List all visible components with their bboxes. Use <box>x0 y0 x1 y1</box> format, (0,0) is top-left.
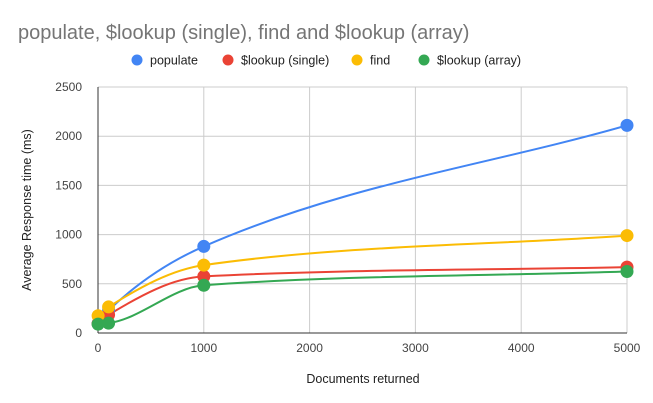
data-point-2 <box>620 229 634 243</box>
data-point-3 <box>620 265 634 278</box>
legend-label: find <box>370 54 390 68</box>
x-tick-label: 5000 <box>614 341 641 355</box>
legend-marker <box>131 54 143 66</box>
data-point-2 <box>102 300 116 314</box>
data-point-3 <box>102 316 116 330</box>
legend-marker <box>418 54 430 66</box>
series-line-2 <box>97 234 628 317</box>
data-points <box>91 118 634 331</box>
legend-marker <box>351 54 363 66</box>
y-tick-label: 2000 <box>55 129 82 143</box>
y-tick-label: 0 <box>75 326 82 340</box>
x-axis-ticks: 0 1000 2000 3000 4000 5000 <box>95 341 641 355</box>
x-tick-label: 2000 <box>296 341 323 355</box>
y-tick-label: 2500 <box>55 80 82 94</box>
chart-title: populate, $lookup (single), find and $lo… <box>18 22 469 44</box>
legend-marker <box>222 54 234 66</box>
series-line-1 <box>97 266 628 325</box>
data-point-0 <box>197 239 211 253</box>
y-axis-label: Average Response time (ms) <box>20 129 34 291</box>
x-tick-label: 3000 <box>402 341 429 355</box>
x-axis-label: Documents returned <box>306 372 419 386</box>
x-tick-label: 1000 <box>190 341 217 355</box>
data-point-3 <box>91 317 105 331</box>
x-tick-label: 0 <box>95 341 102 355</box>
y-tick-label: 1500 <box>55 178 82 192</box>
y-tick-label: 1000 <box>55 228 82 242</box>
legend-label: populate <box>150 54 198 68</box>
series-lines <box>97 124 628 326</box>
data-point-3 <box>197 278 211 292</box>
legend-label: $lookup (array) <box>437 54 521 68</box>
legend-label: $lookup (single) <box>241 54 329 68</box>
series-line-0 <box>97 124 628 325</box>
data-point-0 <box>620 118 634 132</box>
data-point-2 <box>197 258 211 272</box>
series-line-3 <box>98 270 628 326</box>
x-tick-label: 4000 <box>508 341 535 355</box>
y-tick-label: 500 <box>62 277 82 291</box>
legend: populate $lookup (single) find $lookup (arr… <box>131 54 521 68</box>
y-axis-ticks: 0 500 1000 1500 2000 2500 <box>55 80 82 340</box>
gridlines <box>97 86 628 334</box>
